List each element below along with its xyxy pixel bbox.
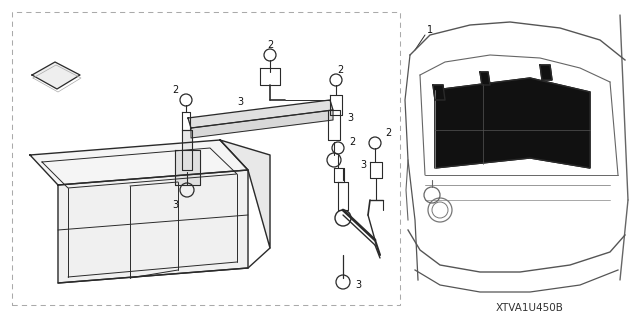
- Polygon shape: [540, 65, 552, 80]
- Text: 2: 2: [172, 85, 178, 95]
- Polygon shape: [182, 130, 192, 170]
- Polygon shape: [32, 62, 80, 89]
- Polygon shape: [191, 110, 333, 138]
- Polygon shape: [220, 140, 270, 248]
- Polygon shape: [58, 170, 248, 283]
- Polygon shape: [30, 140, 248, 185]
- Polygon shape: [188, 100, 333, 128]
- Text: 3: 3: [347, 113, 353, 123]
- Text: 3: 3: [237, 97, 243, 107]
- Text: 2: 2: [337, 65, 343, 75]
- Text: 2: 2: [267, 40, 273, 50]
- Bar: [12, 12, 400, 305]
- Text: 1: 1: [427, 25, 433, 35]
- Text: XTVA1U450B: XTVA1U450B: [496, 303, 564, 313]
- Text: 3: 3: [172, 200, 178, 210]
- Text: 2: 2: [385, 128, 391, 138]
- Text: 3: 3: [360, 160, 366, 170]
- Text: 3: 3: [355, 280, 361, 290]
- Polygon shape: [433, 85, 445, 100]
- Polygon shape: [435, 78, 590, 168]
- Polygon shape: [480, 72, 490, 85]
- Polygon shape: [175, 150, 200, 185]
- Text: 2: 2: [349, 137, 355, 147]
